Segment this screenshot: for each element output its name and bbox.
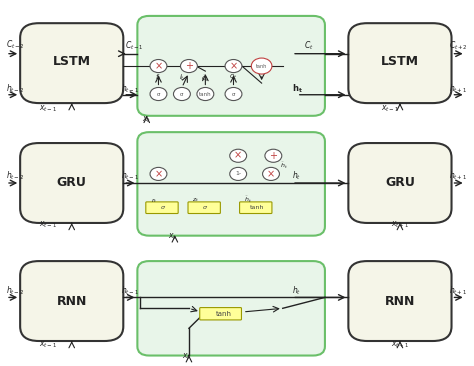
Text: $\tilde{h}_t$: $\tilde{h}_t$ (244, 195, 252, 205)
Text: $x_t$: $x_t$ (168, 231, 177, 242)
Text: $h_t$: $h_t$ (292, 284, 301, 296)
Text: tanh: tanh (199, 92, 212, 97)
Text: $h_{t-1}$: $h_{t-1}$ (121, 170, 139, 182)
Circle shape (150, 167, 167, 180)
Text: GRU: GRU (385, 176, 415, 190)
Text: $x_{t-1}$: $x_{t-1}$ (39, 339, 57, 350)
FancyBboxPatch shape (137, 132, 325, 236)
Text: $x_{t-1}$: $x_{t-1}$ (382, 103, 400, 114)
Text: $h_{t-1}$: $h_{t-1}$ (121, 82, 139, 95)
Text: $\tilde{C}_t$: $\tilde{C}_t$ (201, 74, 210, 84)
FancyBboxPatch shape (20, 23, 123, 103)
Text: $f_t$: $f_t$ (155, 72, 162, 83)
Circle shape (263, 167, 280, 180)
Text: 1-: 1- (235, 171, 241, 176)
FancyBboxPatch shape (348, 23, 452, 103)
Circle shape (181, 60, 197, 72)
Text: $\tilde{h}_t$: $\tilde{h}_t$ (281, 161, 288, 171)
Text: RNN: RNN (385, 295, 415, 307)
Text: tanh: tanh (216, 311, 232, 317)
Text: $\sigma$: $\sigma$ (202, 204, 209, 211)
Text: $h_t$: $h_t$ (292, 170, 301, 182)
Text: ×: × (267, 169, 275, 179)
Circle shape (230, 167, 246, 180)
Text: $C_{t-1}$: $C_{t-1}$ (125, 40, 144, 52)
Text: $h_{t-2}$: $h_{t-2}$ (6, 170, 25, 182)
Text: $x_t$: $x_t$ (142, 115, 151, 126)
Text: $C_{t-2}$: $C_{t-2}$ (6, 39, 25, 51)
Text: ×: × (234, 151, 242, 161)
FancyBboxPatch shape (348, 261, 452, 341)
FancyBboxPatch shape (20, 261, 123, 341)
Circle shape (173, 87, 191, 101)
Text: $r_t$: $r_t$ (151, 196, 157, 205)
Text: $i_t$: $i_t$ (179, 72, 185, 83)
Text: $C_{t+2}$: $C_{t+2}$ (449, 40, 468, 52)
FancyBboxPatch shape (137, 16, 325, 116)
Text: ×: × (229, 61, 237, 71)
Text: GRU: GRU (57, 176, 87, 190)
Circle shape (251, 58, 272, 74)
Text: $h_{t-1}$: $h_{t-1}$ (121, 284, 139, 296)
Text: $o_t$: $o_t$ (229, 73, 237, 82)
Text: $x_t$: $x_t$ (182, 352, 191, 362)
Text: $z_t$: $z_t$ (192, 197, 200, 204)
Text: $C_t$: $C_t$ (304, 40, 313, 52)
Circle shape (225, 60, 242, 72)
Circle shape (225, 87, 242, 101)
Text: $\sigma$: $\sigma$ (160, 204, 166, 211)
Text: $x_{t-1}$: $x_{t-1}$ (39, 220, 57, 230)
Text: tanh: tanh (256, 64, 267, 68)
Text: σ: σ (232, 92, 235, 97)
Text: $h_{t+1}$: $h_{t+1}$ (449, 170, 467, 182)
Circle shape (150, 60, 167, 72)
Circle shape (265, 149, 282, 162)
FancyBboxPatch shape (188, 202, 220, 213)
Text: ×: × (155, 61, 163, 71)
Text: σ: σ (180, 92, 183, 97)
Text: $h_{t-2}$: $h_{t-2}$ (6, 82, 25, 95)
Circle shape (197, 87, 214, 101)
Text: $x_{t+1}$: $x_{t+1}$ (391, 220, 409, 230)
Text: LSTM: LSTM (53, 55, 91, 68)
FancyBboxPatch shape (20, 143, 123, 223)
Text: $h_{t+1}$: $h_{t+1}$ (449, 284, 467, 296)
Text: +: + (269, 151, 277, 161)
FancyBboxPatch shape (137, 261, 325, 355)
Text: LSTM: LSTM (381, 55, 419, 68)
Text: +: + (185, 61, 193, 71)
Text: $h_{t-2}$: $h_{t-2}$ (6, 284, 25, 296)
FancyBboxPatch shape (348, 143, 452, 223)
Text: ×: × (155, 169, 163, 179)
Circle shape (150, 87, 167, 101)
Text: $x_{t+1}$: $x_{t+1}$ (391, 339, 409, 350)
FancyBboxPatch shape (146, 202, 178, 213)
Text: σ: σ (157, 92, 160, 97)
Text: $h_{t+1}$: $h_{t+1}$ (449, 82, 467, 95)
FancyBboxPatch shape (239, 202, 272, 213)
Circle shape (230, 149, 246, 162)
Text: $\mathbf{h_t}$: $\mathbf{h_t}$ (292, 82, 303, 95)
Text: $x_{t-1}$: $x_{t-1}$ (39, 103, 57, 114)
FancyBboxPatch shape (200, 307, 241, 320)
Text: RNN: RNN (56, 295, 87, 307)
Text: tanh: tanh (250, 205, 264, 210)
